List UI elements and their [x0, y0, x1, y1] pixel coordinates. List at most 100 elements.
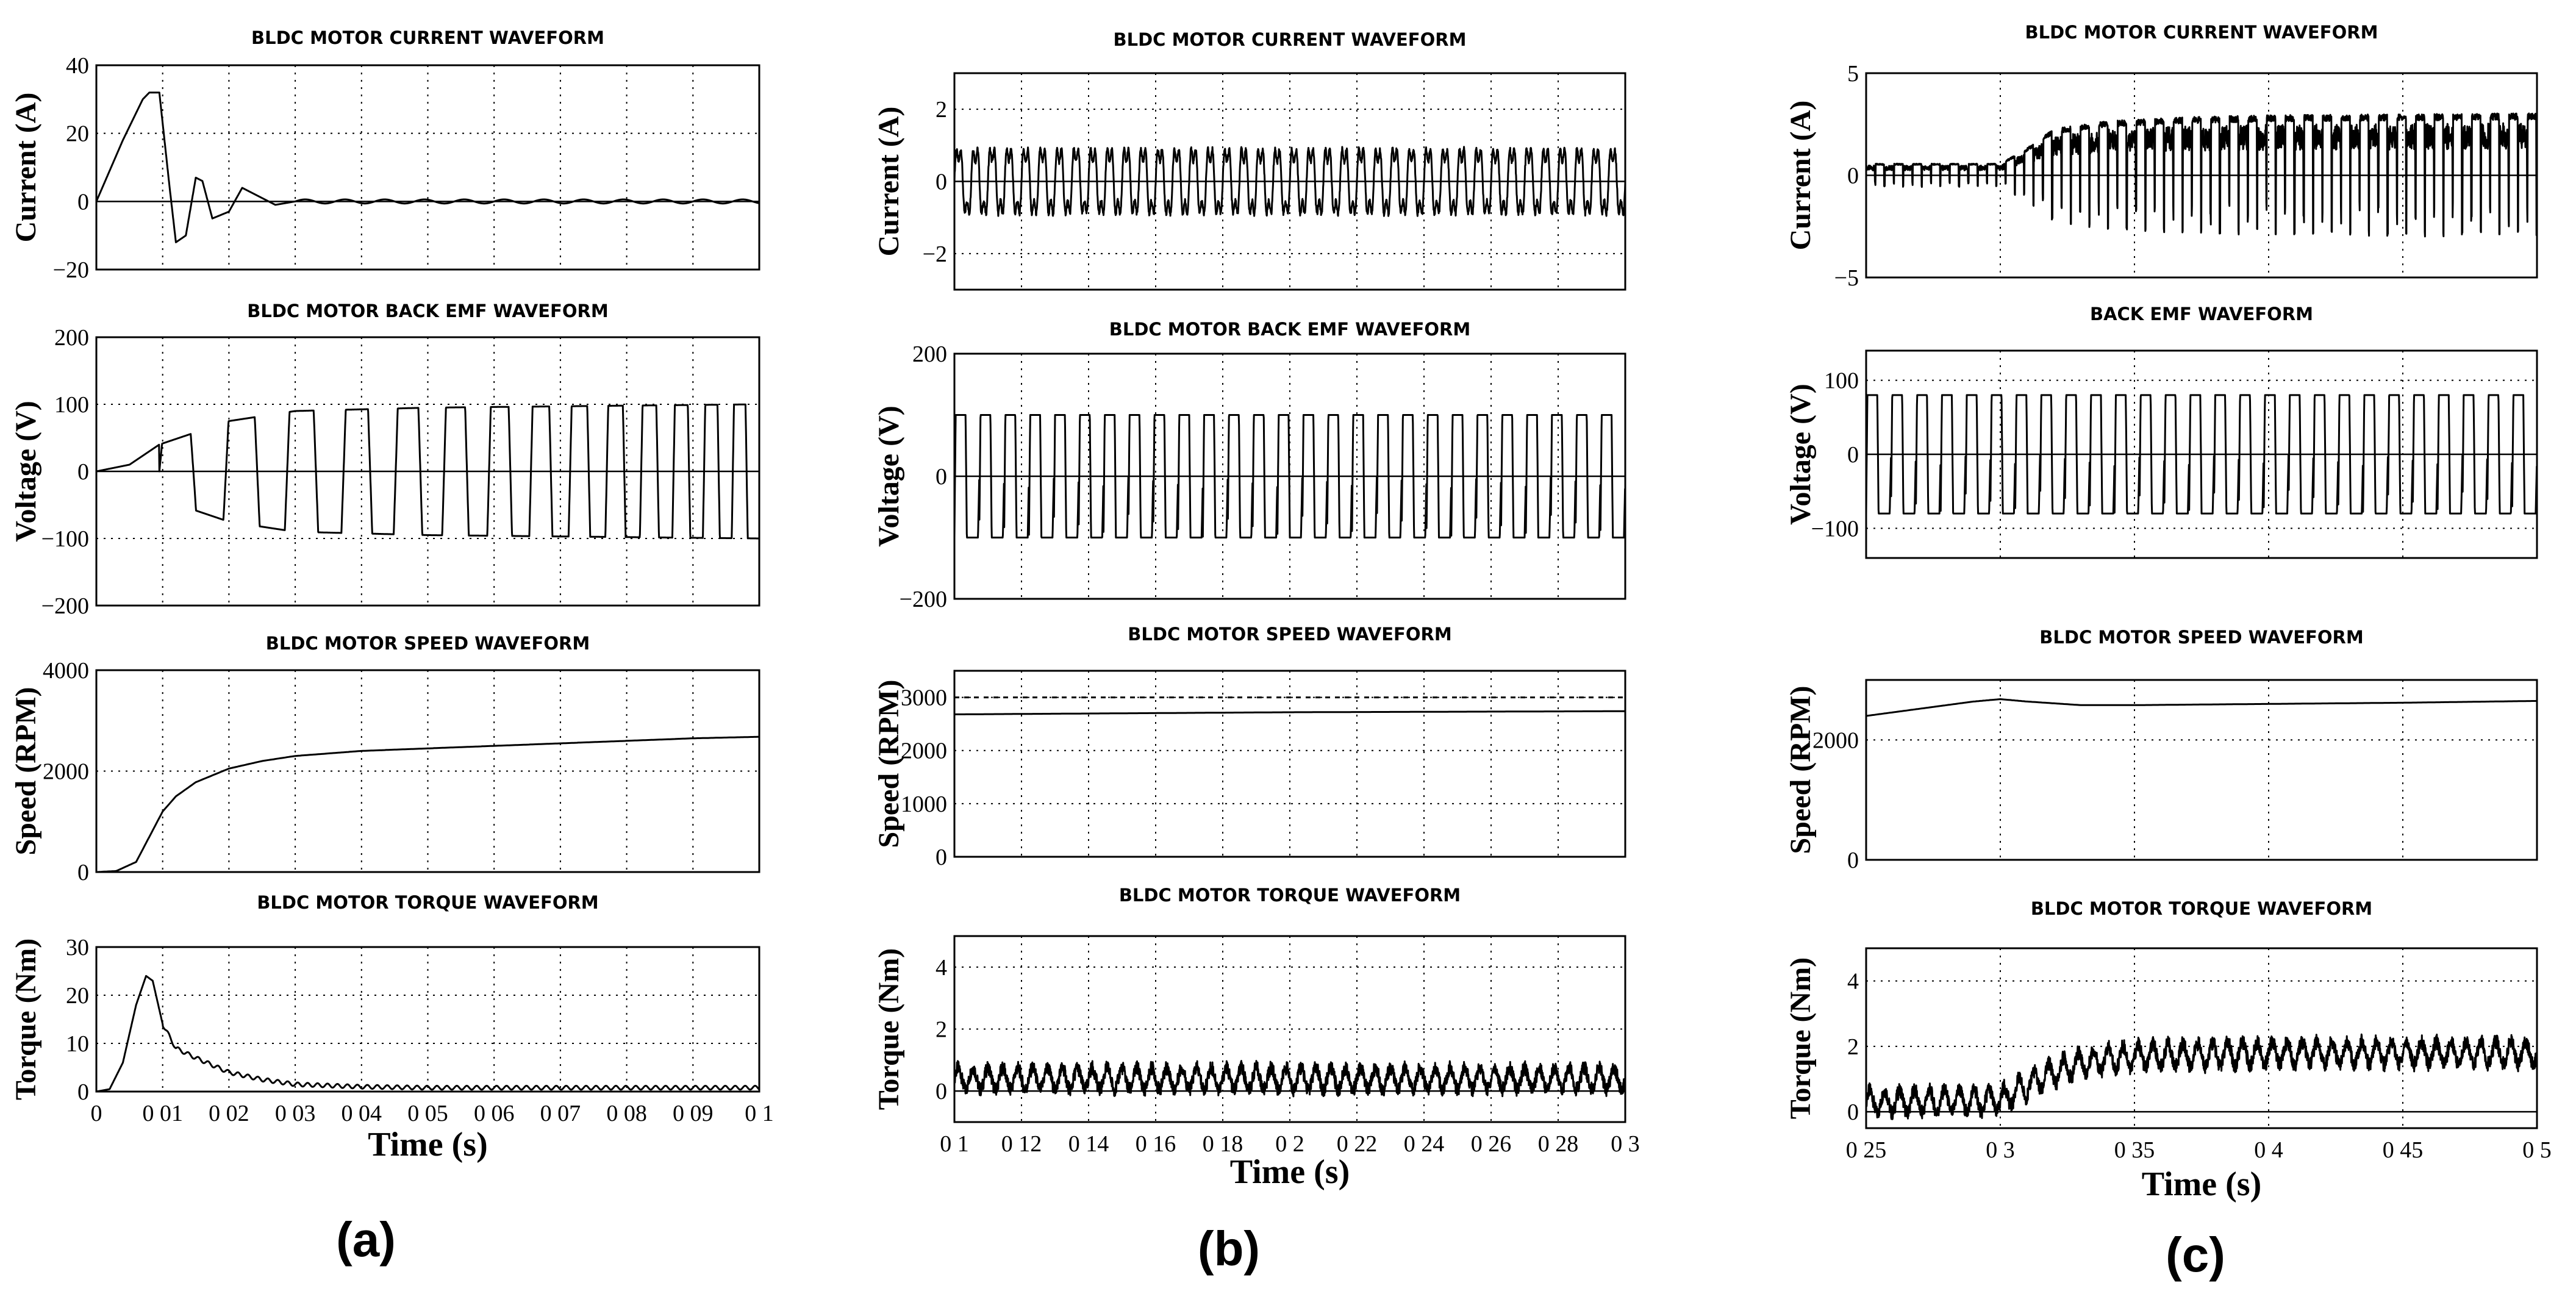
x-tick-label: 0 24: [1404, 1131, 1445, 1157]
y-tick-label: 0: [936, 464, 947, 490]
panel-title: BLDC MOTOR TORQUE WAVEFORM: [257, 892, 598, 913]
panel-c-3: 0 2000 BLDC MOTOR SPEED WAVEFORM Speed (RPM…: [1784, 627, 2538, 873]
y-tick-label: 0: [1847, 848, 1859, 873]
panel-title: BLDC MOTOR TORQUE WAVEFORM: [1119, 885, 1461, 906]
panel-b-1: −2 0 2 BLDC MOTOR CURRENT WAVEFORM Current (…: [873, 29, 1626, 291]
y-tick-label: −2: [923, 241, 947, 267]
y-tick-label: −200: [900, 587, 947, 612]
series-line-current-amplitude: [1866, 112, 2537, 238]
panel-title: BLDC MOTOR CURRENT WAVEFORM: [1114, 29, 1467, 50]
panel-b-2: −200 0 200 BLDC MOTOR BACK EMF WAVEFORM Volt…: [873, 319, 1626, 612]
y-axis-label: Voltage (V): [1784, 384, 1817, 525]
y-tick-label: 200: [912, 341, 947, 367]
y-tick-label: 0: [1847, 442, 1859, 468]
y-tick-label: 0: [936, 845, 947, 870]
y-tick-label: −100: [1811, 516, 1859, 542]
panel-a-1: −20 0 20 40 BLDC MOTOR CURRENT WAVEFORM Curre…: [10, 27, 760, 283]
panel-c-1: −5 0 5 BLDC MOTOR CURRENT WAVEFORM Current (…: [1784, 22, 2538, 291]
y-tick-label: 0: [1847, 1099, 1859, 1125]
panel-title: BLDC MOTOR SPEED WAVEFORM: [1128, 624, 1451, 645]
x-tick-label: 0 01: [142, 1101, 183, 1126]
series-line-torque: [954, 1060, 1625, 1098]
figure-b: −2 0 2 BLDC MOTOR CURRENT WAVEFORM Current (…: [873, 29, 1640, 1276]
y-axis-label: Speed (RPM): [873, 680, 905, 848]
panel-a-2: −200 −100 0 100 200 BLDC MOTOR BACK EMF WAVEF…: [10, 301, 760, 619]
y-tick-label: 20: [66, 121, 89, 147]
panel-b-3: 0 1000 2000 3000 BLDC MOTOR SPEED WAVEFORM Sp…: [873, 624, 1626, 870]
y-tick-label: 30: [66, 935, 89, 960]
x-tick-label: 0 2: [1275, 1131, 1304, 1157]
y-tick-label: 0: [77, 189, 89, 215]
x-tick-label: 0 5: [2522, 1137, 2552, 1163]
x-tick-label: 0 3: [1986, 1137, 2015, 1163]
x-tick-label: 0 1: [940, 1131, 969, 1157]
y-tick-label: 2000: [901, 738, 947, 764]
panel-a-4: 0 10 20 30 BLDC MOTOR TORQUE WAVEFORM Torque …: [10, 892, 774, 1126]
x-tick-label: 0 03: [275, 1101, 316, 1126]
series-line-speed: [96, 735, 759, 872]
x-tick-label: 0 07: [540, 1101, 581, 1126]
x-axis-label: Time (s): [2142, 1165, 2262, 1203]
y-axis-label: Current (A): [10, 93, 42, 243]
y-tick-label: 40: [66, 53, 89, 79]
y-tick-label: 4000: [43, 658, 89, 684]
y-tick-label: −20: [53, 257, 89, 283]
x-tick-label: 0 09: [673, 1101, 714, 1126]
panel-title: BLDC MOTOR SPEED WAVEFORM: [266, 633, 590, 654]
plot-frame: [1865, 679, 2538, 861]
y-tick-label: 0: [77, 860, 89, 885]
x-axis-label: Time (s): [368, 1126, 488, 1164]
series-line-back-emf: [954, 414, 1625, 538]
y-tick-label: −100: [41, 526, 89, 552]
x-tick-label: 0 28: [1538, 1131, 1579, 1157]
y-tick-label: 0: [936, 1079, 947, 1104]
y-tick-label: 5: [1847, 61, 1859, 87]
x-tick-label: 0 35: [2114, 1137, 2155, 1163]
figure-caption: (c): [2166, 1228, 2225, 1282]
y-tick-label: 20: [66, 983, 89, 1009]
y-axis-label: Voltage (V): [873, 406, 905, 547]
series-line-speed: [954, 710, 1625, 715]
y-tick-label: 100: [1824, 368, 1859, 394]
y-axis-label: Voltage (V): [10, 401, 42, 542]
panel-c-2: −100 0 100 BACK EMF WAVEFORM Voltage (V): [1784, 304, 2538, 559]
y-tick-label: 1000: [901, 792, 947, 817]
y-tick-label: 100: [54, 392, 89, 418]
panel-title: BLDC MOTOR SPEED WAVEFORM: [2039, 627, 2363, 648]
figure-c: −5 0 5 BLDC MOTOR CURRENT WAVEFORM Current (…: [1784, 22, 2552, 1282]
y-axis-label: Speed (RPM): [1784, 686, 1817, 854]
x-tick-label: 0 1: [745, 1101, 774, 1126]
y-tick-label: 200: [54, 325, 89, 351]
y-tick-label: 0: [77, 459, 89, 485]
x-tick-label: 0 3: [1611, 1131, 1640, 1157]
x-tick-label: 0 04: [342, 1101, 382, 1126]
y-tick-label: 2000: [1812, 728, 1859, 753]
x-tick-label: 0 25: [1846, 1137, 1887, 1163]
x-tick-label: 0 22: [1337, 1131, 1378, 1157]
plot-frame: [95, 64, 760, 271]
y-tick-label: 0: [1847, 163, 1859, 189]
series-line-torque-mean: [1866, 1033, 2537, 1120]
y-axis-label: Current (A): [873, 107, 905, 257]
y-tick-label: 0: [936, 170, 947, 195]
panel-title: BLDC MOTOR BACK EMF WAVEFORM: [1109, 319, 1470, 340]
x-tick-label: 0 14: [1068, 1131, 1109, 1157]
x-tick-label: 0 26: [1471, 1131, 1512, 1157]
x-tick-label: 0: [91, 1101, 102, 1126]
panel-title: BLDC MOTOR BACK EMF WAVEFORM: [247, 301, 608, 321]
figure-caption: (b): [1198, 1221, 1260, 1276]
y-axis-label: Torque (Nm): [1784, 957, 1817, 1119]
figure-caption: (a): [336, 1212, 396, 1267]
x-tick-label: 0 18: [1203, 1131, 1243, 1157]
x-tick-label: 0 02: [209, 1101, 249, 1126]
y-axis-label: Torque (Nm): [873, 948, 905, 1110]
series-line-current: [954, 146, 1625, 217]
y-axis-label: Speed (RPM): [10, 687, 42, 856]
panel-title: BACK EMF WAVEFORM: [2090, 304, 2313, 324]
series-line-current: [96, 91, 759, 243]
x-tick-label: 0 16: [1136, 1131, 1176, 1157]
y-tick-label: 2: [1847, 1034, 1859, 1060]
series-line-back-emf: [1866, 394, 2537, 515]
y-tick-label: 4: [1847, 969, 1859, 995]
